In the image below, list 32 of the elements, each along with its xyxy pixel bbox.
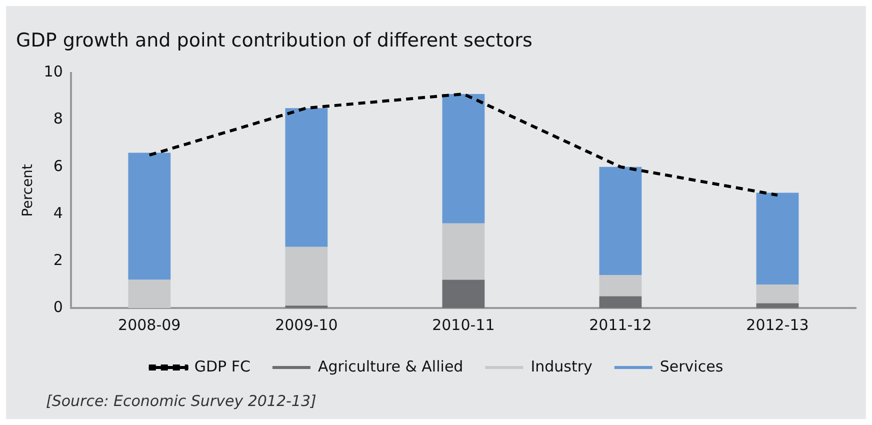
legend-label: GDP FC	[194, 357, 250, 376]
legend-label: Industry	[530, 357, 593, 376]
bar	[285, 108, 328, 247]
bar	[442, 280, 485, 308]
bar	[285, 246, 328, 306]
legend-label: Services	[660, 357, 724, 376]
y-tick-label: 2	[53, 250, 63, 269]
y-tick-label: 10	[44, 62, 63, 81]
chart-title: GDP growth and point contribution of different sectors	[16, 29, 532, 52]
x-tick-label: 2008-09	[118, 316, 181, 334]
bar	[599, 166, 642, 276]
bar	[128, 152, 171, 280]
y-tick-label: 4	[53, 204, 63, 222]
text: [Source: Economic Survey 2012-13]	[46, 392, 317, 410]
x-tick-label: 2010-11	[432, 316, 495, 334]
bar	[599, 275, 642, 296]
bar	[756, 192, 799, 284]
line-series	[148, 92, 779, 197]
bar	[599, 296, 642, 308]
bar	[756, 303, 799, 308]
y-tick-label: 0	[53, 298, 63, 316]
x-tick-label: 2011-12	[589, 316, 652, 334]
bar	[442, 223, 485, 280]
y-axis-title: Percent	[20, 164, 36, 217]
bar	[756, 284, 799, 304]
legend-label: Agriculture & Allied	[318, 357, 464, 376]
bar	[442, 94, 485, 224]
x-tick-label: 2009-10	[275, 316, 338, 334]
x-tick-label: 2012-13	[746, 316, 809, 334]
y-tick-label: 6	[53, 156, 63, 175]
y-tick-label: 8	[53, 110, 63, 128]
bar	[128, 280, 171, 308]
